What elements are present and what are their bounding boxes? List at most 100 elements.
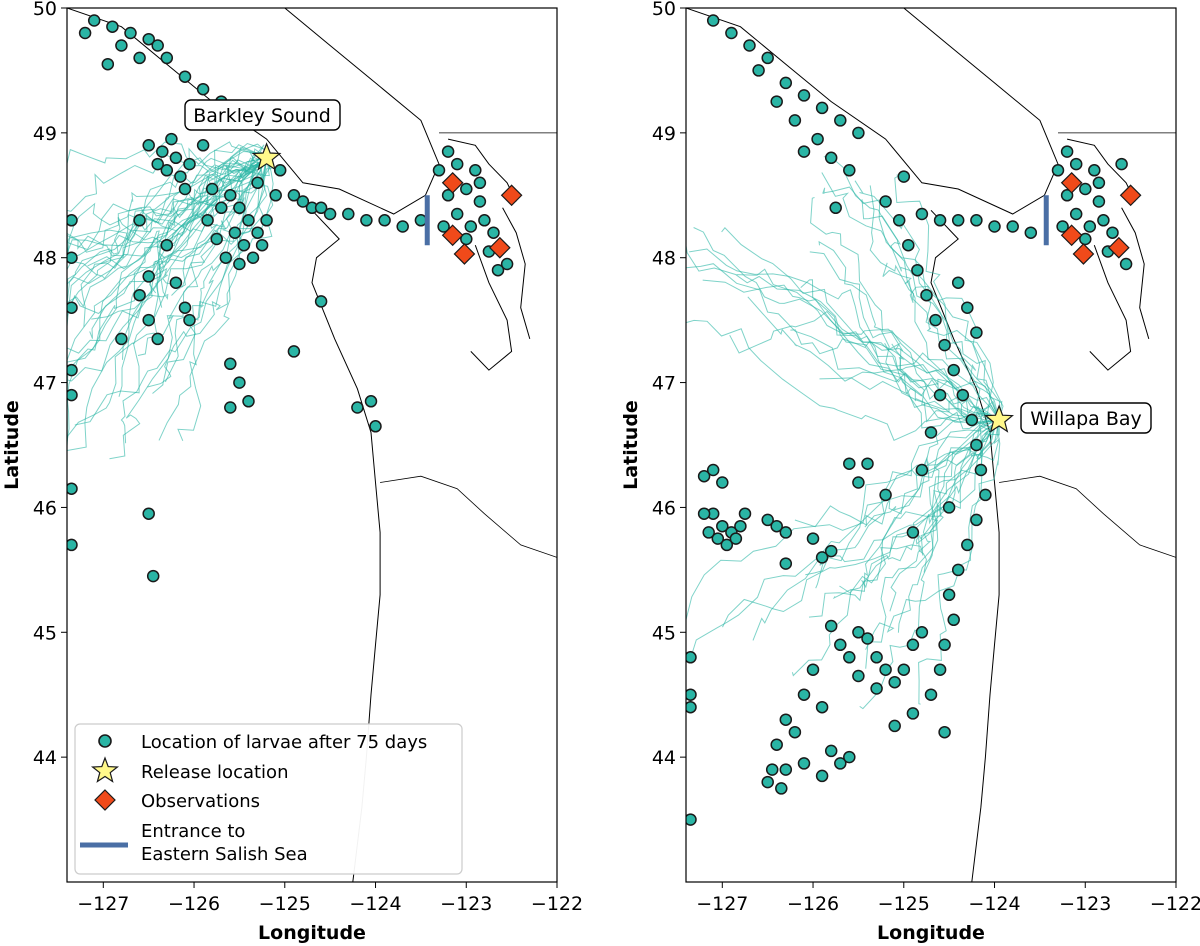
larvae-point bbox=[752, 64, 765, 77]
larvae-point bbox=[770, 738, 783, 751]
larvae-point bbox=[156, 145, 169, 158]
larvae-point bbox=[224, 189, 237, 202]
larvae-point bbox=[441, 145, 455, 158]
trajectory-line bbox=[67, 157, 268, 446]
larvae-point bbox=[852, 126, 865, 140]
larvae-point bbox=[720, 538, 734, 552]
larvae-point bbox=[738, 507, 752, 520]
larvae-point bbox=[834, 638, 847, 652]
larvae-point bbox=[67, 538, 78, 552]
observation-marker bbox=[441, 224, 464, 247]
larvae-point bbox=[67, 482, 78, 495]
larvae-point bbox=[829, 201, 842, 215]
trajectory-line bbox=[897, 418, 1001, 633]
larvae-point bbox=[906, 638, 920, 652]
larvae-point bbox=[178, 301, 192, 314]
trajectory-line bbox=[805, 419, 1000, 576]
larvae-point bbox=[205, 182, 219, 196]
larvae-point bbox=[870, 682, 883, 695]
larvae-point bbox=[151, 157, 164, 171]
trajectory-line bbox=[810, 197, 1000, 427]
columbia-border-line bbox=[999, 475, 1176, 558]
trajectory-line bbox=[747, 296, 1000, 421]
larvae-point bbox=[215, 201, 228, 215]
larvae-point bbox=[970, 438, 983, 452]
larvae-point bbox=[101, 57, 115, 71]
larvae-point bbox=[797, 89, 811, 102]
y-axis-label-right: Latitude bbox=[620, 400, 642, 490]
observation-marker bbox=[1060, 171, 1083, 194]
larvae-point bbox=[219, 251, 233, 264]
larvae-point bbox=[924, 426, 938, 439]
annotation-barkley-sound: Barkley Sound bbox=[184, 99, 341, 131]
larvae-point bbox=[725, 26, 738, 40]
larvae-point bbox=[806, 532, 820, 545]
trajectory-line bbox=[800, 279, 1000, 421]
x-tick-label: −125 bbox=[878, 893, 930, 915]
larvae-point bbox=[165, 132, 178, 146]
larvae-point bbox=[296, 195, 310, 208]
larvae-point bbox=[342, 207, 355, 221]
annotation-willapa-bay: Willapa Bay bbox=[1020, 402, 1152, 434]
larvae-point bbox=[142, 507, 155, 520]
larvae-point bbox=[815, 700, 829, 714]
puget-sound-outline-1 bbox=[502, 207, 531, 340]
x-tick-label: −127 bbox=[696, 893, 748, 915]
x-tick-label: −124 bbox=[349, 893, 401, 915]
trajectory-line bbox=[109, 157, 268, 460]
larvae-point bbox=[1069, 207, 1083, 221]
larvae-point bbox=[843, 651, 856, 664]
legend: Location of larvae after 75 days Release… bbox=[74, 723, 463, 875]
larvae-point bbox=[237, 238, 251, 252]
trajectory-line bbox=[869, 185, 1000, 421]
larvae-point bbox=[788, 725, 802, 739]
larvae-point bbox=[115, 39, 128, 52]
larvae-point bbox=[911, 263, 924, 277]
larvae-point bbox=[686, 700, 697, 714]
larvae-point bbox=[951, 563, 965, 577]
larvae-point bbox=[770, 95, 783, 108]
trajectory-cloud-left bbox=[67, 141, 274, 478]
larvae-point bbox=[160, 51, 174, 65]
larvae-point bbox=[183, 157, 196, 171]
x-tick-label: −122 bbox=[1150, 893, 1200, 915]
plot-frame-right bbox=[685, 7, 1177, 883]
larvae-point bbox=[888, 675, 901, 689]
trajectory-line bbox=[819, 377, 1000, 423]
larvae-point bbox=[852, 626, 865, 639]
larvae-point bbox=[797, 757, 811, 770]
larvae-point bbox=[779, 763, 793, 776]
larvae-point bbox=[437, 220, 450, 233]
release-star bbox=[251, 142, 282, 171]
larvae-point bbox=[815, 769, 829, 783]
larvae-point bbox=[115, 332, 128, 346]
larvae-point bbox=[824, 151, 838, 165]
larvae-point bbox=[824, 619, 838, 633]
legend-label-release: Release location bbox=[141, 762, 288, 783]
trajectory-line bbox=[832, 419, 1000, 600]
larvae-point bbox=[979, 488, 992, 502]
larvae-point bbox=[78, 26, 92, 40]
larvae-point bbox=[815, 551, 829, 564]
y-axis-label-left: Latitude bbox=[1, 400, 23, 490]
x-tick-label: −125 bbox=[259, 893, 311, 915]
larvae-point bbox=[951, 276, 965, 289]
larvae-point bbox=[251, 226, 264, 239]
larvae-point bbox=[133, 288, 146, 302]
release-star-right bbox=[984, 404, 1014, 433]
larvae-point bbox=[314, 295, 328, 308]
larvae-point bbox=[450, 157, 464, 171]
observations-left bbox=[441, 171, 523, 265]
larvae-point bbox=[942, 501, 956, 514]
trajectory-line bbox=[100, 157, 267, 265]
y-ticks-right: 44 45 46 47 48 49 50 bbox=[652, 0, 686, 769]
larvae-point bbox=[933, 388, 947, 402]
trajectory-line bbox=[122, 157, 270, 360]
larvae-point bbox=[246, 251, 260, 264]
larvae-point bbox=[870, 651, 883, 664]
larvae-point bbox=[233, 201, 246, 215]
larvae-point bbox=[224, 401, 237, 414]
legend-diamond-marker bbox=[94, 789, 116, 811]
x-axis-label-right: Longitude bbox=[877, 922, 985, 944]
larvae-point bbox=[933, 663, 947, 676]
